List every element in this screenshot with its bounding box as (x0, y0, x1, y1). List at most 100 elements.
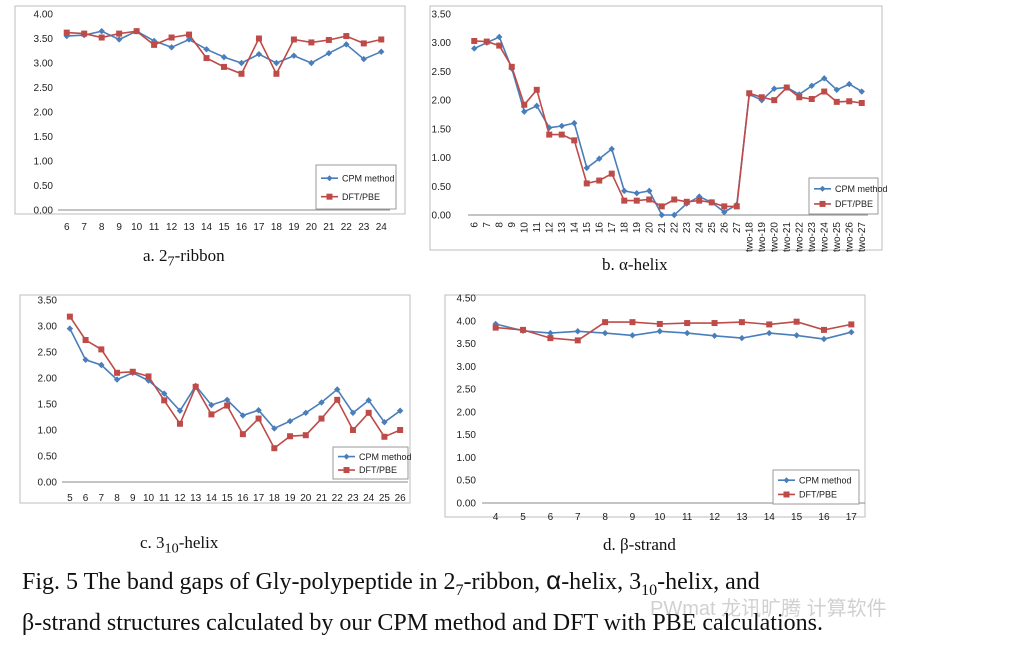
x-tick-label: 6 (64, 222, 70, 233)
y-tick-label: 2.00 (34, 108, 54, 119)
x-tick-label: 9 (116, 222, 122, 233)
x-tick-label: 20 (644, 222, 655, 234)
x-tick-label: 13 (736, 512, 748, 523)
y-tick-label: 3.50 (432, 10, 452, 21)
chart-frame (429, 5, 883, 251)
legend-box (332, 446, 409, 480)
x-tick-label: 11 (159, 493, 170, 504)
x-tick-label: 21 (657, 222, 668, 234)
legend-box (808, 177, 879, 215)
y-tick-label: 1.00 (457, 453, 477, 464)
legend-marker-cpm (326, 175, 333, 182)
x-tick-label: 14 (569, 222, 580, 234)
x-tick-label: 12 (544, 222, 555, 234)
data-point-cpm (846, 80, 853, 88)
x-tick-label: 7 (482, 222, 493, 228)
data-point-cpm (533, 102, 540, 110)
data-point-dft (255, 415, 262, 422)
data-point-dft (82, 337, 89, 344)
y-tick-label: 3.50 (34, 34, 54, 45)
x-tick-label: 17 (253, 222, 265, 233)
data-point-dft (343, 33, 350, 40)
x-tick-label: 24 (363, 493, 375, 504)
series-line-cpm (495, 323, 852, 340)
x-tick-label: 9 (630, 512, 636, 523)
data-point-cpm (574, 328, 581, 335)
y-tick-label: 1.50 (38, 400, 58, 411)
data-point-dft (546, 131, 553, 138)
legend-marker-dft (783, 491, 790, 498)
y-tick-label: 0.50 (38, 452, 58, 463)
y-tick-label: 2.50 (457, 385, 477, 396)
data-point-dft (290, 36, 297, 43)
y-tick-label: 2.50 (432, 67, 452, 78)
data-point-dft (656, 320, 663, 327)
legend-marker-dft (819, 200, 826, 207)
y-tick-label: 2.00 (38, 374, 58, 385)
data-point-cpm (365, 397, 372, 404)
x-tick-label: 7 (575, 512, 581, 523)
data-point-dft (318, 415, 325, 422)
data-point-dft (161, 397, 168, 404)
data-point-dft (176, 420, 183, 427)
legend-label: CPM method (835, 184, 888, 194)
legend-label: CPM method (359, 452, 412, 462)
chart-panel-b: 0.00 0.50 1.00 1.50 2.00 2.50 3.00 3.50 6 7 8 9 10 11… (420, 0, 890, 260)
y-tick-label: 0.00 (38, 478, 58, 489)
data-point-dft (325, 36, 332, 43)
data-point-dft (646, 196, 653, 203)
data-point-dft (558, 131, 565, 138)
data-point-cpm (290, 52, 298, 59)
x-tick-label: 17 (607, 222, 618, 234)
data-point-dft (492, 324, 499, 331)
y-tick-label: 0.00 (34, 206, 54, 217)
x-tick-label: 11 (149, 222, 160, 233)
x-tick-label: 18 (269, 493, 281, 504)
data-point-dft (820, 326, 827, 333)
x-tick-label: 4 (493, 512, 499, 523)
data-point-dft (186, 31, 193, 38)
x-tick-label: 6 (548, 512, 554, 523)
legend-marker-dft (343, 467, 350, 474)
data-point-cpm (220, 53, 228, 61)
x-tick-label: 23 (347, 493, 359, 504)
y-tick-label: 1.00 (432, 153, 452, 164)
data-point-cpm (176, 407, 184, 414)
data-point-dft (808, 95, 815, 102)
x-tick-label: 8 (602, 512, 608, 523)
data-point-dft (846, 98, 853, 105)
data-point-dft (711, 320, 718, 327)
data-point-cpm (255, 50, 263, 58)
legend-marker-cpm (819, 185, 826, 192)
data-point-cpm (381, 419, 388, 426)
x-tick-label: 17 (253, 493, 265, 504)
y-tick-label: 1.50 (457, 430, 477, 441)
data-point-dft (192, 383, 199, 390)
x-tick-label: two-19 (757, 222, 768, 252)
x-tick-label: 12 (174, 493, 186, 504)
chart-c-caption: c. 310-helix (140, 533, 219, 557)
data-point-cpm (286, 417, 294, 425)
data-point-dft (684, 320, 691, 327)
data-point-dft (796, 94, 803, 101)
data-point-dft (766, 321, 773, 328)
x-tick-label: 25 (707, 222, 718, 234)
data-point-dft (746, 90, 753, 97)
legend-marker-cpm (343, 453, 350, 460)
data-point-cpm (848, 328, 855, 336)
x-tick-label: 13 (190, 493, 202, 504)
x-tick-label: two-23 (807, 222, 818, 252)
data-point-cpm (63, 32, 70, 40)
x-tick-label: 23 (682, 222, 693, 234)
data-point-dft (66, 313, 73, 320)
data-point-cpm (596, 155, 603, 162)
x-tick-label: 27 (732, 222, 743, 234)
data-point-dft (471, 37, 478, 44)
y-tick-label: 1.50 (432, 124, 452, 135)
data-point-dft (98, 346, 105, 353)
data-point-cpm (161, 390, 168, 397)
data-point-cpm (115, 36, 123, 43)
data-point-dft (203, 55, 210, 62)
x-tick-label: 13 (183, 222, 195, 233)
y-tick-label: 2.50 (38, 348, 58, 359)
